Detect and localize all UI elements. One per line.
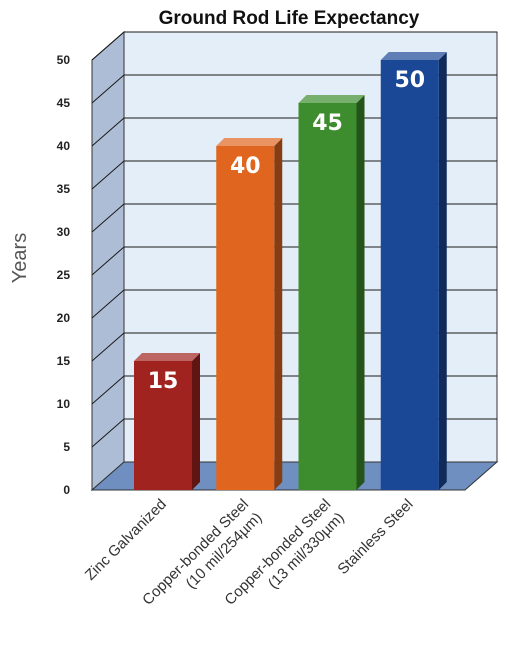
y-tick-label: 30 bbox=[57, 225, 71, 239]
category-label: Zinc Galvanized bbox=[82, 496, 170, 584]
bar-side bbox=[192, 353, 200, 490]
bar-side bbox=[356, 95, 365, 490]
gridline bbox=[91, 418, 125, 448]
gridline bbox=[91, 203, 125, 233]
bar-front bbox=[298, 103, 357, 490]
gridline bbox=[91, 289, 125, 319]
y-tick-label: 35 bbox=[57, 182, 71, 196]
gridline bbox=[91, 375, 125, 405]
gridline bbox=[91, 117, 125, 147]
gridline bbox=[91, 160, 125, 190]
bar: 50 bbox=[380, 52, 447, 490]
bar: 15 bbox=[134, 353, 200, 490]
bar-top bbox=[216, 138, 283, 146]
y-tick-label: 50 bbox=[57, 53, 71, 67]
y-tick-label: 40 bbox=[57, 139, 71, 153]
y-tick-label: 20 bbox=[57, 311, 71, 325]
bars: 15 40 45 50 bbox=[134, 52, 447, 490]
bar-front bbox=[216, 146, 275, 490]
bar-value-label: 50 bbox=[394, 68, 425, 93]
y-tick-label: 10 bbox=[57, 397, 71, 411]
bar: 40 bbox=[216, 138, 283, 490]
bar-top bbox=[298, 95, 365, 103]
bar-side bbox=[438, 52, 447, 490]
bar-front bbox=[134, 361, 192, 490]
bar-value-label: 40 bbox=[230, 154, 261, 179]
y-tick-labels: 0 5 10 15 20 25 30 35 40 45 50 bbox=[57, 53, 71, 497]
category-label-line: Zinc Galvanized bbox=[82, 496, 170, 584]
gridline bbox=[91, 246, 125, 276]
chart-title: Ground Rod Life Expectancy bbox=[159, 8, 420, 29]
gridline bbox=[91, 332, 125, 362]
category-label: Stainless Steel bbox=[334, 496, 416, 578]
bar-value-label: 15 bbox=[148, 369, 179, 394]
y-tick-label: 25 bbox=[57, 268, 71, 282]
y-tick-label: 5 bbox=[63, 440, 70, 454]
gridline bbox=[91, 74, 125, 104]
bar-side bbox=[274, 138, 283, 490]
y-tick-label: 0 bbox=[63, 483, 70, 497]
y-tick-label: 15 bbox=[57, 354, 71, 368]
bar: 45 bbox=[298, 95, 365, 490]
bar-top bbox=[380, 52, 447, 60]
gridline bbox=[91, 31, 125, 61]
y-tick-label: 45 bbox=[57, 96, 71, 110]
bar-top bbox=[134, 353, 200, 361]
bar-front bbox=[380, 60, 439, 490]
category-label-line: Stainless Steel bbox=[334, 496, 416, 578]
bar-value-label: 45 bbox=[312, 111, 343, 136]
y-axis-label: Years bbox=[9, 233, 31, 283]
